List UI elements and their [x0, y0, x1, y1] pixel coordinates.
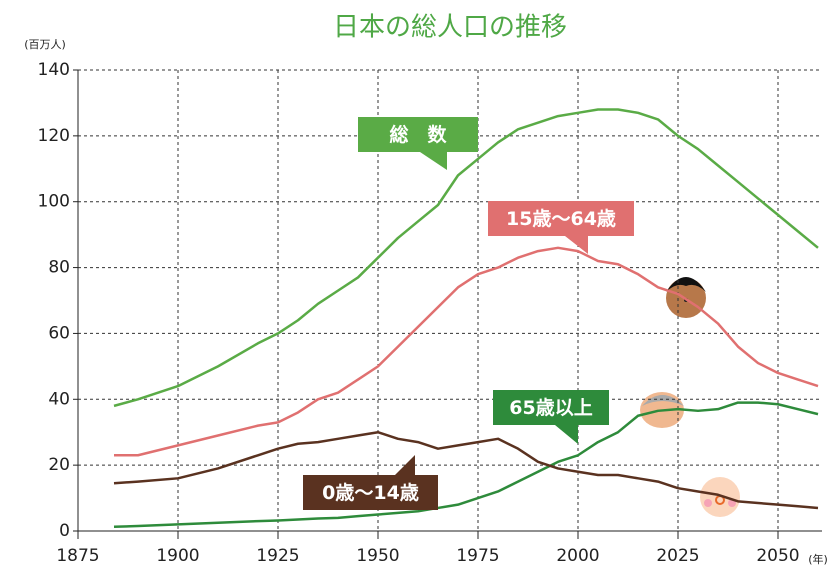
- series-line: [114, 246, 819, 457]
- chart-title: 日本の総人口の推移: [333, 13, 567, 43]
- face-adult: [666, 277, 706, 318]
- series-line: [113, 401, 819, 528]
- x-tick-label: 1975: [456, 546, 499, 566]
- x-tick-label: 2000: [556, 546, 599, 566]
- callout-box: [303, 455, 438, 510]
- face-baby: [700, 477, 740, 517]
- y-tick-label: 80: [48, 258, 70, 278]
- legend-label: 65歳以上: [509, 397, 592, 419]
- callout-box: [358, 117, 478, 170]
- y-unit: (百万人): [24, 38, 66, 51]
- y-tick-label: 140: [38, 60, 70, 80]
- y-tick-label: 40: [48, 389, 70, 409]
- y-tick-label: 0: [59, 521, 70, 541]
- legend-label: 0歳～14歳: [322, 482, 419, 504]
- x-tick-label: 2050: [756, 546, 799, 566]
- y-tick-label: 100: [38, 192, 70, 212]
- x-tick-label: 1950: [356, 546, 399, 566]
- callout-box: [488, 201, 634, 254]
- x-tick-label: 2025: [656, 546, 699, 566]
- legend-label: 総 数: [389, 123, 447, 146]
- legend-label: 15歳～64歳: [506, 208, 616, 230]
- y-tick-label: 60: [48, 323, 70, 343]
- series-line: [113, 430, 819, 510]
- x-tick-label: 1925: [256, 546, 299, 566]
- x-unit: (年): [808, 552, 828, 566]
- callout-box: [493, 390, 609, 444]
- series-line: [113, 108, 819, 408]
- y-tick-label: 20: [48, 455, 70, 475]
- x-tick-label: 1900: [156, 546, 199, 566]
- x-tick-label: 1875: [56, 546, 99, 566]
- y-tick-label: 120: [38, 126, 70, 146]
